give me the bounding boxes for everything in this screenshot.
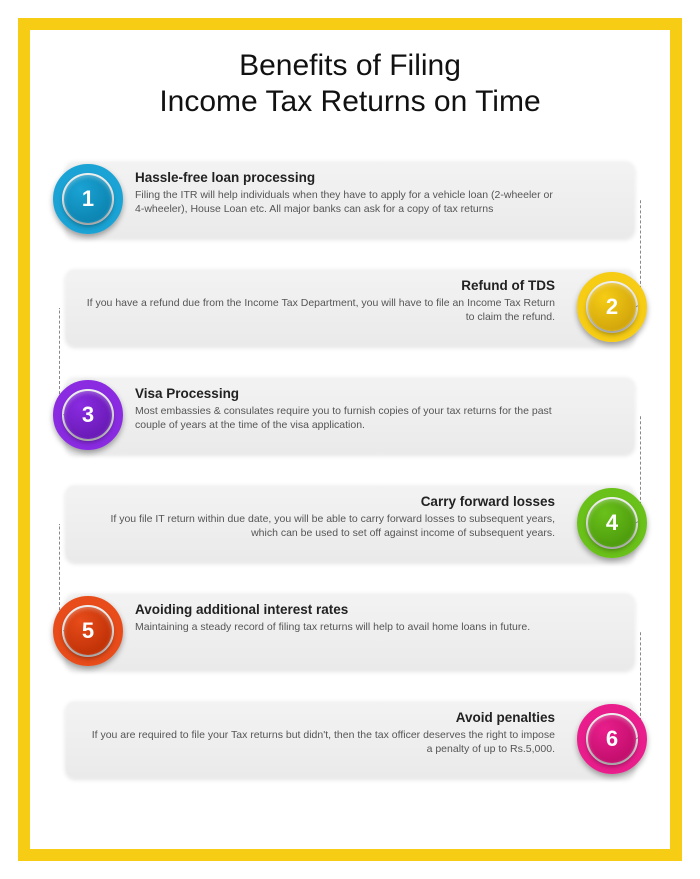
disk-4: 4 bbox=[588, 499, 636, 547]
benefit-card-6: 6 Avoid penalties If you are required to… bbox=[65, 700, 635, 778]
disk-3: 3 bbox=[64, 391, 112, 439]
disk-2: 2 bbox=[588, 283, 636, 331]
benefit-card-2: 2 Refund of TDS If you have a refund due… bbox=[65, 268, 635, 346]
card-title-3: Visa Processing bbox=[135, 386, 565, 401]
card-title-2: Refund of TDS bbox=[85, 278, 555, 293]
benefit-card-4: 4 Carry forward losses If you file IT re… bbox=[65, 484, 635, 562]
disk-5: 5 bbox=[64, 607, 112, 655]
badge-6: 6 bbox=[577, 704, 647, 774]
num-2: 2 bbox=[606, 294, 618, 320]
num-6: 6 bbox=[606, 726, 618, 752]
outer-frame: Benefits of Filing Income Tax Returns on… bbox=[18, 18, 682, 861]
benefit-card-5: 5 Avoiding additional interest rates Mai… bbox=[65, 592, 635, 670]
badge-2: 2 bbox=[577, 272, 647, 342]
num-1: 1 bbox=[82, 186, 94, 212]
card-title-1: Hassle-free loan processing bbox=[135, 170, 565, 185]
card-desc-2: If you have a refund due from the Income… bbox=[85, 296, 555, 324]
badge-3: 3 bbox=[53, 380, 123, 450]
cards-container: 1 Hassle-free loan processing Filing the… bbox=[65, 160, 635, 808]
card-desc-5: Maintaining a steady record of filing ta… bbox=[135, 620, 565, 634]
page-title: Benefits of Filing Income Tax Returns on… bbox=[30, 48, 670, 120]
badge-1: 1 bbox=[53, 164, 123, 234]
badge-4: 4 bbox=[577, 488, 647, 558]
benefit-card-1: 1 Hassle-free loan processing Filing the… bbox=[65, 160, 635, 238]
card-desc-1: Filing the ITR will help individuals whe… bbox=[135, 188, 565, 216]
card-desc-4: If you file IT return within due date, y… bbox=[85, 512, 555, 540]
title-line-2: Income Tax Returns on Time bbox=[159, 85, 540, 118]
num-5: 5 bbox=[82, 618, 94, 644]
badge-5: 5 bbox=[53, 596, 123, 666]
card-desc-6: If you are required to file your Tax ret… bbox=[85, 728, 555, 756]
benefit-card-3: 3 Visa Processing Most embassies & consu… bbox=[65, 376, 635, 454]
card-desc-3: Most embassies & consulates require you … bbox=[135, 404, 565, 432]
num-4: 4 bbox=[606, 510, 618, 536]
card-title-5: Avoiding additional interest rates bbox=[135, 602, 565, 617]
card-title-4: Carry forward losses bbox=[85, 494, 555, 509]
card-title-6: Avoid penalties bbox=[85, 710, 555, 725]
num-3: 3 bbox=[82, 402, 94, 428]
title-line-1: Benefits of Filing bbox=[239, 49, 461, 82]
disk-6: 6 bbox=[588, 715, 636, 763]
disk-1: 1 bbox=[64, 175, 112, 223]
